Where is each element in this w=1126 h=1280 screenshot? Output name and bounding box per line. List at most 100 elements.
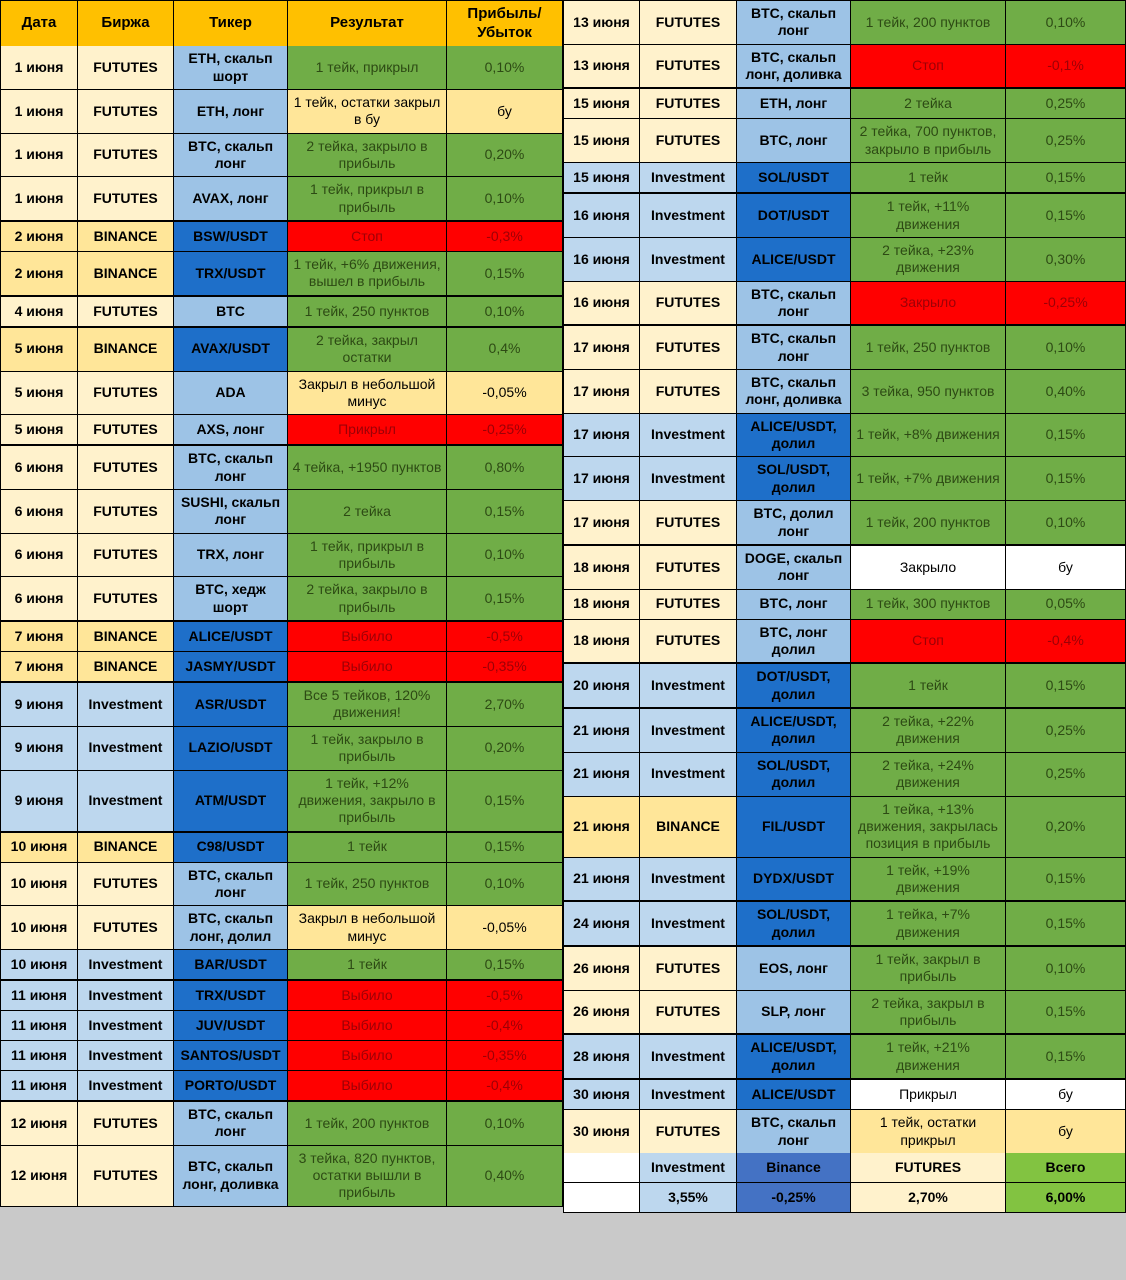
- footer-empty-cell-values: [564, 1182, 640, 1212]
- table-row: 30 июня FUTUTES BTC, скальп лонг 1 тейк, ос…: [564, 1109, 1125, 1153]
- result-cell: 1 тейк, +19% движения: [851, 857, 1006, 901]
- exchange-cell: Investment: [640, 194, 737, 237]
- table-row: 5 июня BINANCE AVAX/USDT 2 тейка, закрыл ос…: [1, 325, 562, 371]
- pl-cell: бу: [1006, 1110, 1125, 1153]
- table-row: 2 июня BINANCE TRX/USDT 1 тейк, +6% движени…: [1, 251, 562, 295]
- result-cell: Выбило: [288, 1011, 447, 1041]
- ticker-cell: LAZIO/USDT: [174, 726, 288, 770]
- pl-cell: бу: [1006, 1080, 1125, 1110]
- pl-cell: 0,10%: [447, 862, 562, 906]
- result-cell: 3 тейка, 950 пунктов: [851, 370, 1006, 413]
- pl-cell: 0,15%: [1006, 457, 1125, 501]
- exchange-cell: Investment: [640, 237, 737, 281]
- date-cell: 15 июня: [564, 89, 640, 119]
- date-cell: 1 июня: [1, 46, 78, 89]
- footer-binance-labels: Binance: [737, 1152, 851, 1182]
- ticker-cell: ALICE/USDT, долил: [737, 709, 851, 752]
- table-row: 21 июня Investment SOL/USDT, долил 2 тейка,…: [564, 751, 1125, 796]
- ticker-cell: ATM/USDT: [174, 770, 288, 831]
- result-cell: 1 тейк, остатки закрыл в бу: [288, 89, 447, 133]
- date-cell: 16 июня: [564, 237, 640, 281]
- ticker-cell: BTC, скальп лонг: [174, 446, 288, 489]
- exchange-cell: Investment: [78, 981, 174, 1011]
- ticker-cell: AVAX/USDT: [174, 327, 288, 371]
- table-row: 18 июня FUTUTES BTC, лонг долил Стоп -0,4%: [564, 618, 1125, 663]
- totals-footer: Investment Binance FUTURES Всего 3,55% -0,25%…: [564, 1152, 1125, 1212]
- ticker-cell: SUSHI, скальп лонг: [174, 489, 288, 533]
- left-table-body: 1 июня FUTUTES ETH, скальп шорт 1 тейк, при…: [1, 46, 562, 1206]
- exchange-cell: Investment: [78, 683, 174, 726]
- exchange-cell: FUTUTES: [78, 1145, 174, 1206]
- table-row: 21 июня BINANCE FIL/USDT 1 тейка, +13% движ…: [564, 795, 1125, 857]
- date-cell: 18 июня: [564, 619, 640, 663]
- ticker-cell: BTC, скальп лонг, долил: [174, 906, 288, 950]
- result-cell: Все 5 тейков, 120% движения!: [288, 683, 447, 726]
- ticker-cell: SOL/USDT, долил: [737, 902, 851, 946]
- table-row: 1 июня FUTUTES ETH, скальп шорт 1 тейк, при…: [1, 46, 562, 89]
- date-cell: 16 июня: [564, 194, 640, 237]
- pl-cell: 0,15%: [1006, 990, 1125, 1034]
- result-cell: 2 тейка: [288, 489, 447, 533]
- ticker-cell: JUV/USDT: [174, 1011, 288, 1041]
- pl-cell: -0,35%: [447, 652, 562, 682]
- pl-cell: 0,25%: [1006, 119, 1125, 163]
- table-row: 21 июня Investment ALICE/USDT, долил 2 тейк…: [564, 707, 1125, 752]
- table-row: 1 июня FUTUTES BTC, скальп лонг 2 тейка, за…: [1, 132, 562, 177]
- ticker-cell: DOT/USDT: [737, 194, 851, 237]
- table-row: 11 июня Investment JUV/USDT Выбило -0,4%: [1, 1010, 562, 1041]
- ticker-cell: BTC, скальп лонг: [737, 326, 851, 370]
- result-cell: Закрыло: [851, 545, 1006, 589]
- pl-cell: 0,15%: [1006, 1035, 1125, 1079]
- ticker-cell: ALICE/USDT: [174, 622, 288, 652]
- result-cell: 1 тейк, +8% движения: [851, 413, 1006, 457]
- totals-values-row: 3,55% -0,25% 2,70% 6,00%: [564, 1181, 1125, 1212]
- exchange-cell: FUTUTES: [78, 533, 174, 577]
- footer-total-values: 6,00%: [1006, 1182, 1125, 1212]
- table-row: 6 июня FUTUTES BTC, скальп лонг 4 тейка, +1…: [1, 444, 562, 489]
- pl-cell: 0,15%: [1006, 413, 1125, 457]
- pl-cell: 0,10%: [447, 296, 562, 326]
- table-row: 6 июня FUTUTES TRX, лонг 1 тейк, прикрыл в …: [1, 532, 562, 577]
- exchange-cell: FUTUTES: [640, 1, 737, 44]
- exchange-cell: BINANCE: [640, 796, 737, 857]
- result-cell: 2 тейка, +23% движения: [851, 237, 1006, 281]
- result-cell: 1 тейк, 250 пунктов: [851, 326, 1006, 370]
- table-row: 10 июня FUTUTES BTC, скальп лонг 1 тейк, 25…: [1, 861, 562, 906]
- pl-cell: 2,70%: [447, 683, 562, 726]
- exchange-cell: FUTUTES: [78, 133, 174, 177]
- table-row: 7 июня BINANCE ALICE/USDT Выбило -0,5%: [1, 620, 562, 652]
- result-cell: 1 тейк, 250 пунктов: [288, 296, 447, 326]
- table-row: 10 июня FUTUTES BTC, скальп лонг, долил Зак…: [1, 905, 562, 950]
- table-row: 16 июня Investment ALICE/USDT 2 тейка, +23%…: [564, 236, 1125, 281]
- exchange-cell: FUTUTES: [640, 44, 737, 88]
- ticker-cell: SOL/USDT: [737, 163, 851, 193]
- pl-cell: -0,1%: [1006, 44, 1125, 88]
- ticker-cell: BTC, скальп лонг: [174, 133, 288, 177]
- pl-cell: -0,5%: [447, 622, 562, 652]
- table-row: 6 июня FUTUTES SUSHI, скальп лонг 2 тейка 0,…: [1, 488, 562, 533]
- exchange-cell: FUTUTES: [78, 446, 174, 489]
- trading-results-sheet: Дата Биржа Тикер Результат Прибыль/ Убыт…: [0, 0, 1126, 1213]
- date-cell: 11 июня: [1, 981, 78, 1011]
- footer-futures-values: 2,70%: [851, 1182, 1006, 1212]
- table-row: 1 июня FUTUTES ETH, лонг 1 тейк, остатки за…: [1, 88, 562, 133]
- date-cell: 11 июня: [1, 1041, 78, 1071]
- exchange-cell: Investment: [640, 752, 737, 796]
- ticker-cell: JASMY/USDT: [174, 652, 288, 682]
- table-row: 28 июня Investment ALICE/USDT, долил 1 тейк…: [564, 1033, 1125, 1079]
- date-cell: 17 июня: [564, 457, 640, 501]
- date-cell: 26 июня: [564, 947, 640, 990]
- date-cell: 10 июня: [1, 950, 78, 980]
- date-cell: 16 июня: [564, 281, 640, 325]
- exchange-cell: FUTUTES: [640, 501, 737, 544]
- pl-cell: 0,25%: [1006, 752, 1125, 796]
- footer-futures-labels: FUTURES: [851, 1152, 1006, 1182]
- ticker-cell: BTC, скальп лонг, доливка: [737, 44, 851, 88]
- result-cell: 1 тейк, закрыл в прибыль: [851, 947, 1006, 990]
- exchange-cell: FUTUTES: [78, 489, 174, 533]
- ticker-cell: BTC, скальп лонг: [174, 862, 288, 906]
- result-cell: Закрыло: [851, 281, 1006, 325]
- footer-binance-values: -0,25%: [737, 1182, 851, 1212]
- table-row: 5 июня FUTUTES ADA Закрыл в небольшой минус…: [1, 370, 562, 415]
- ticker-cell: AVAX, лонг: [174, 177, 288, 221]
